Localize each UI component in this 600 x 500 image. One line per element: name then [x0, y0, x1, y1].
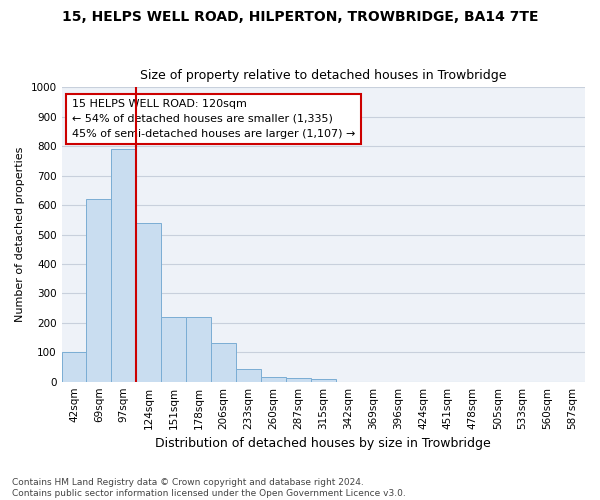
X-axis label: Distribution of detached houses by size in Trowbridge: Distribution of detached houses by size … — [155, 437, 491, 450]
Title: Size of property relative to detached houses in Trowbridge: Size of property relative to detached ho… — [140, 69, 506, 82]
Text: Contains HM Land Registry data © Crown copyright and database right 2024.
Contai: Contains HM Land Registry data © Crown c… — [12, 478, 406, 498]
Bar — [261, 376, 286, 382]
Y-axis label: Number of detached properties: Number of detached properties — [15, 147, 25, 322]
Bar — [112, 149, 136, 382]
Bar — [311, 378, 336, 382]
Bar — [136, 222, 161, 382]
Bar — [211, 344, 236, 382]
Bar — [161, 317, 186, 382]
Text: 15 HELPS WELL ROAD: 120sqm
← 54% of detached houses are smaller (1,335)
45% of s: 15 HELPS WELL ROAD: 120sqm ← 54% of deta… — [72, 99, 355, 138]
Bar — [286, 378, 311, 382]
Text: 15, HELPS WELL ROAD, HILPERTON, TROWBRIDGE, BA14 7TE: 15, HELPS WELL ROAD, HILPERTON, TROWBRID… — [62, 10, 538, 24]
Bar — [236, 369, 261, 382]
Bar — [186, 317, 211, 382]
Bar — [86, 199, 112, 382]
Bar — [62, 352, 86, 382]
